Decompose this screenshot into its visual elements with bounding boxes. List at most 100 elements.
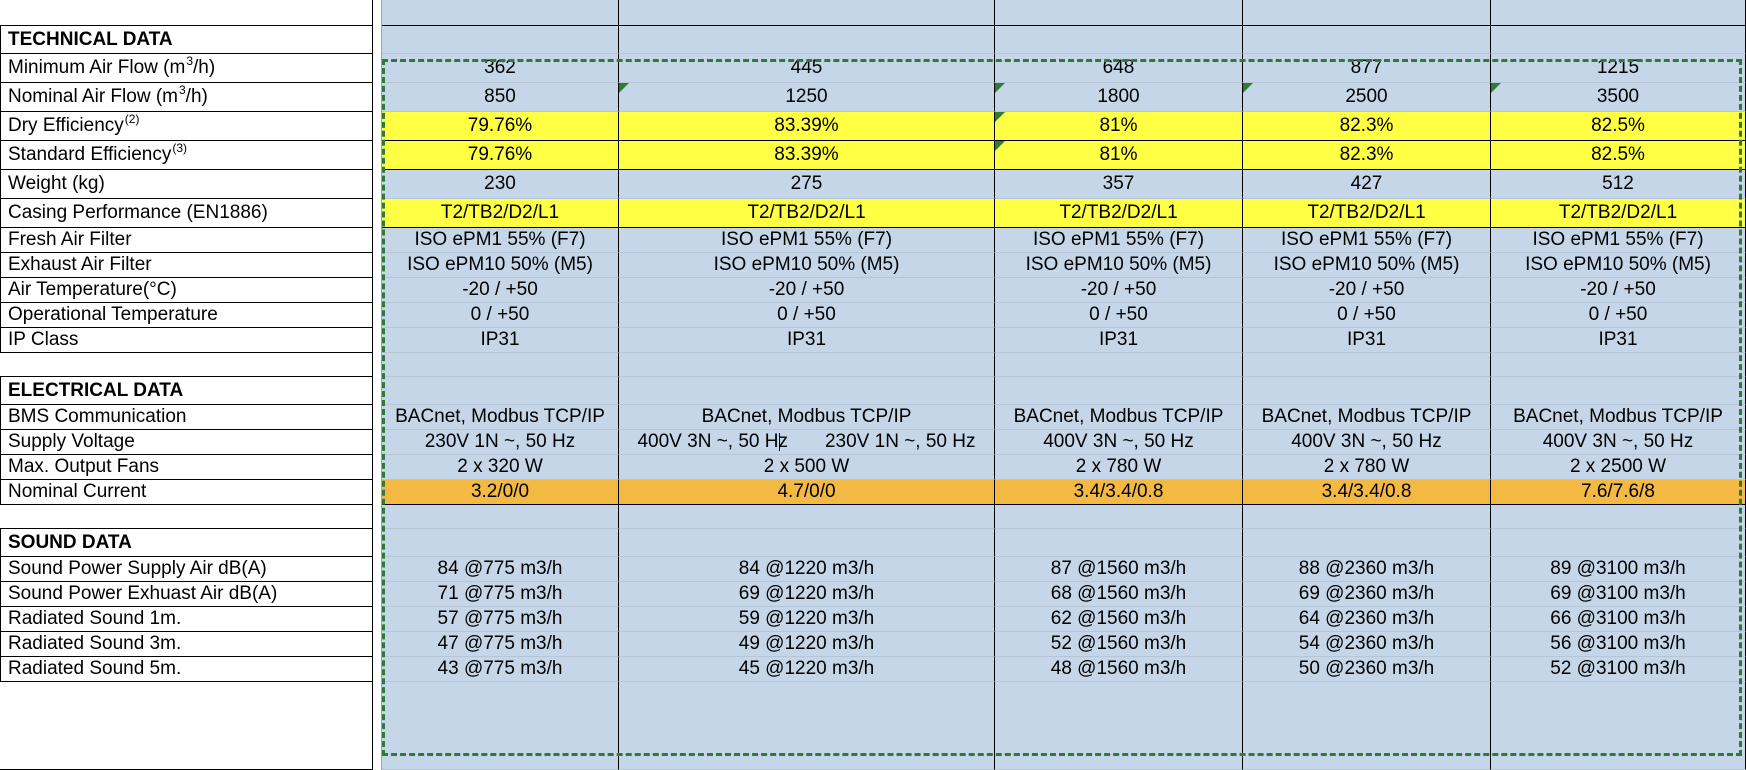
value-cell[interactable]: ISO ePM10 50% (M5) [1243, 253, 1491, 278]
technical-data-header[interactable]: TECHNICAL DATA [0, 26, 373, 54]
value-cell[interactable]: 362 [382, 54, 619, 83]
blank-label-cell[interactable] [0, 0, 373, 26]
value-cell[interactable]: 400V 3N ~, 50 Hz [995, 430, 1243, 455]
value-cell[interactable]: 45 @1220 m3/h [619, 657, 995, 682]
value-cell[interactable]: 84 @1220 m3/h [619, 557, 995, 582]
value-cell[interactable]: 64 @2360 m3/h [1243, 607, 1491, 632]
value-cell[interactable]: 0 / +50 [995, 303, 1243, 328]
blank-cell[interactable] [1491, 505, 1746, 529]
sound-data-header[interactable]: SOUND DATA [0, 529, 373, 557]
row-label[interactable]: Operational Temperature [0, 303, 373, 328]
value-cell[interactable]: 7.6/7.6/8 [1491, 480, 1746, 505]
blank-cell[interactable] [995, 353, 1243, 377]
value-cell[interactable]: 81% [995, 141, 1243, 170]
value-cell[interactable]: IP31 [1243, 328, 1491, 353]
blank-cell[interactable] [1491, 353, 1746, 377]
value-cell[interactable]: 48 @1560 m3/h [995, 657, 1243, 682]
value-cell[interactable]: 2500 [1243, 83, 1491, 112]
value-cell[interactable]: ISO ePM1 55% (F7) [382, 228, 619, 253]
value-cell[interactable]: 648 [995, 54, 1243, 83]
blank-label-cell[interactable] [0, 682, 373, 770]
value-cell[interactable]: ISO ePM1 55% (F7) [995, 228, 1243, 253]
value-cell[interactable]: ISO ePM10 50% (M5) [382, 253, 619, 278]
value-cell[interactable]: 2 x 2500 W [1491, 455, 1746, 480]
value-cell[interactable]: 3.2/0/0 [382, 480, 619, 505]
blank-cell[interactable] [995, 505, 1243, 529]
value-cell[interactable]: 400V 3N ~, 50 Hz [1243, 430, 1491, 455]
value-cell[interactable]: 79.76% [382, 112, 619, 141]
value-cell[interactable]: -20 / +50 [995, 278, 1243, 303]
blank-cell[interactable] [995, 682, 1243, 770]
row-label[interactable]: Air Temperature(°C) [0, 278, 373, 303]
blank-cell[interactable] [1243, 0, 1491, 26]
value-cell[interactable]: 52 @1560 m3/h [995, 632, 1243, 657]
value-cell[interactable]: T2/TB2/D2/L1 [995, 199, 1243, 228]
blank-cell[interactable] [619, 377, 995, 405]
blank-cell[interactable] [995, 529, 1243, 557]
value-cell[interactable]: T2/TB2/D2/L1 [382, 199, 619, 228]
row-label[interactable]: BMS Communication [0, 405, 373, 430]
value-cell[interactable]: T2/TB2/D2/L1 [619, 199, 995, 228]
value-cell[interactable]: BACnet, Modbus TCP/IP [382, 405, 619, 430]
blank-label-cell[interactable] [0, 505, 373, 529]
row-label[interactable]: Nominal Air Flow (m 3/h) [0, 83, 373, 112]
value-cell[interactable]: T2/TB2/D2/L1 [1491, 199, 1746, 228]
value-cell[interactable]: 43 @775 m3/h [382, 657, 619, 682]
blank-cell[interactable] [1491, 0, 1746, 26]
value-cell[interactable]: 69 @2360 m3/h [1243, 582, 1491, 607]
row-label[interactable]: Radiated Sound 5m. [0, 657, 373, 682]
value-cell[interactable]: 79.76% [382, 141, 619, 170]
electrical-data-header[interactable]: ELECTRICAL DATA [0, 377, 373, 405]
value-cell[interactable]: 230V 1N ~, 50 Hz [382, 430, 619, 455]
value-cell[interactable]: 83.39% [619, 112, 995, 141]
blank-cell[interactable] [382, 353, 619, 377]
value-cell[interactable]: 82.3% [1243, 141, 1491, 170]
value-cell[interactable]: 68 @1560 m3/h [995, 582, 1243, 607]
row-label[interactable]: Standard Efficiency (3) [0, 141, 373, 170]
value-cell[interactable]: 69 @3100 m3/h [1491, 582, 1746, 607]
value-cell[interactable]: -20 / +50 [1491, 278, 1746, 303]
value-cell[interactable]: 82.3% [1243, 112, 1491, 141]
value-cell[interactable]: ISO ePM10 50% (M5) [619, 253, 995, 278]
row-label[interactable]: Fresh Air Filter [0, 228, 373, 253]
blank-cell[interactable] [619, 353, 995, 377]
value-cell[interactable]: BACnet, Modbus TCP/IP [1491, 405, 1746, 430]
blank-cell[interactable] [619, 682, 995, 770]
value-cell[interactable]: ISO ePM10 50% (M5) [995, 253, 1243, 278]
row-label[interactable]: Radiated Sound 1m. [0, 607, 373, 632]
blank-cell[interactable] [382, 0, 619, 26]
blank-cell[interactable] [382, 26, 619, 54]
value-cell[interactable]: 1800 [995, 83, 1243, 112]
value-cell[interactable]: 0 / +50 [382, 303, 619, 328]
value-cell[interactable]: 83.39% [619, 141, 995, 170]
value-cell[interactable]: 2 x 780 W [995, 455, 1243, 480]
blank-cell[interactable] [619, 529, 995, 557]
value-cell[interactable]: BACnet, Modbus TCP/IP [619, 405, 995, 430]
row-label[interactable]: Radiated Sound 3m. [0, 632, 373, 657]
value-cell[interactable]: -20 / +50 [1243, 278, 1491, 303]
row-label[interactable]: Exhaust Air Filter [0, 253, 373, 278]
row-label[interactable]: Minimum Air Flow (m 3/h) [0, 54, 373, 83]
blank-label-cell[interactable] [0, 353, 373, 377]
blank-cell[interactable] [382, 377, 619, 405]
blank-cell[interactable] [382, 682, 619, 770]
row-label[interactable]: Nominal Current [0, 480, 373, 505]
value-cell[interactable]: IP31 [382, 328, 619, 353]
blank-cell[interactable] [1491, 529, 1746, 557]
value-cell[interactable]: 49 @1220 m3/h [619, 632, 995, 657]
value-cell[interactable]: ISO ePM1 55% (F7) [1491, 228, 1746, 253]
value-cell[interactable]: IP31 [619, 328, 995, 353]
value-cell[interactable]: 69 @1220 m3/h [619, 582, 995, 607]
blank-cell[interactable] [1491, 682, 1746, 770]
blank-cell[interactable] [995, 0, 1243, 26]
value-cell[interactable]: 877 [1243, 54, 1491, 83]
value-cell[interactable]: 275 [619, 170, 995, 199]
value-cell[interactable]: 66 @3100 m3/h [1491, 607, 1746, 632]
value-cell[interactable]: 62 @1560 m3/h [995, 607, 1243, 632]
row-label[interactable]: Max. Output Fans [0, 455, 373, 480]
blank-cell[interactable] [1243, 353, 1491, 377]
value-cell[interactable]: ISO ePM1 55% (F7) [1243, 228, 1491, 253]
row-label[interactable]: Casing Performance (EN1886) [0, 199, 373, 228]
value-cell[interactable]: 54 @2360 m3/h [1243, 632, 1491, 657]
value-cell[interactable]: 445 [619, 54, 995, 83]
